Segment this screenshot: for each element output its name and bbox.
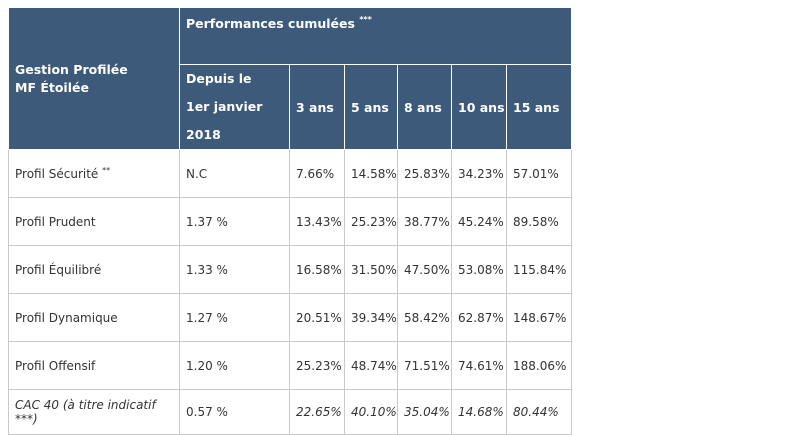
value-cell: 53.08% — [451, 245, 507, 294]
value-cell: 34.23% — [451, 149, 507, 198]
col-header-15-years: 15 ans — [505, 64, 573, 150]
value-cell: 38.77% — [397, 197, 452, 246]
table-row: Profil Sécurité ** N.C 7.66% 14.58% 25.8… — [8, 149, 573, 198]
value-cell: 148.67% — [505, 293, 573, 342]
value-cell: 13.43% — [289, 197, 345, 246]
value-cell: 22.65% — [289, 389, 345, 435]
group-header-footnote-mark: *** — [359, 15, 372, 24]
col-header-8-years: 8 ans — [397, 64, 452, 150]
value-cell: 1.37 % — [179, 197, 290, 246]
table-row: Profil Dynamique 1.27 % 20.51% 39.34% 58… — [8, 293, 573, 342]
value-cell: 40.10% — [344, 389, 398, 435]
value-cell: 45.24% — [451, 197, 507, 246]
value-cell: 31.50% — [344, 245, 398, 294]
value-cell: 80.44% — [505, 389, 573, 435]
value-cell: 89.58% — [505, 197, 573, 246]
value-cell: 20.51% — [289, 293, 345, 342]
profile-header-line2: MF Étoilée — [15, 79, 89, 95]
value-cell: 1.33 % — [179, 245, 290, 294]
table-row: Profil Équilibré 1.33 % 16.58% 31.50% 47… — [8, 245, 573, 294]
profile-column-header: Gestion Profilée MF Étoilée — [8, 7, 180, 150]
row-label: CAC 40 (à titre indicatif ***) — [8, 389, 180, 435]
value-cell: 1.27 % — [179, 293, 290, 342]
col-header-3-years: 3 ans — [289, 64, 345, 150]
value-cell: 47.50% — [397, 245, 452, 294]
value-cell: 25.23% — [289, 341, 345, 390]
value-cell: 115.84% — [505, 245, 573, 294]
performance-table: Gestion Profilée MF Étoilée Performances… — [8, 7, 573, 435]
value-cell: 71.51% — [397, 341, 452, 390]
row-label: Profil Dynamique — [8, 293, 180, 342]
value-cell: 14.68% — [451, 389, 507, 435]
value-cell: 35.04% — [397, 389, 452, 435]
value-cell: 74.61% — [451, 341, 507, 390]
row-label-text: Profil Sécurité — [15, 166, 99, 181]
col-header-since-line2: 1er janvier 2018 — [186, 99, 263, 142]
value-cell: 58.42% — [397, 293, 452, 342]
row-label: Profil Offensif — [8, 341, 180, 390]
cumulative-performance-header: Performances cumulées *** — [178, 7, 573, 65]
value-cell: N.C — [179, 149, 290, 198]
value-cell: 7.66% — [289, 149, 345, 198]
value-cell: 57.01% — [505, 149, 573, 198]
table-row: Profil Offensif 1.20 % 25.23% 48.74% 71.… — [8, 341, 573, 390]
row-label: Profil Équilibré — [8, 245, 180, 294]
row-footnote-mark: ** — [102, 165, 111, 175]
col-header-10-years: 10 ans — [451, 64, 507, 150]
value-cell: 16.58% — [289, 245, 345, 294]
value-cell: 25.83% — [397, 149, 452, 198]
row-label: Profil Sécurité ** — [8, 149, 180, 198]
value-cell: 25.23% — [344, 197, 398, 246]
value-cell: 0.57 % — [179, 389, 290, 435]
value-cell: 1.20 % — [179, 341, 290, 390]
value-cell: 39.34% — [344, 293, 398, 342]
value-cell: 62.87% — [451, 293, 507, 342]
col-header-5-years: 5 ans — [344, 64, 398, 150]
group-header-label: Performances cumulées — [186, 16, 355, 31]
value-cell: 188.06% — [505, 341, 573, 390]
table-row: CAC 40 (à titre indicatif ***) 0.57 % 22… — [8, 389, 573, 435]
value-cell: 48.74% — [344, 341, 398, 390]
value-cell: 14.58% — [344, 149, 398, 198]
profile-header-line1: Gestion Profilée — [15, 61, 128, 77]
row-label: Profil Prudent — [8, 197, 180, 246]
table-row: Profil Prudent 1.37 % 13.43% 25.23% 38.7… — [8, 197, 573, 246]
col-header-since-2018: Depuis le 1er janvier 2018 — [179, 64, 290, 150]
col-header-since-line1: Depuis le — [186, 71, 252, 86]
